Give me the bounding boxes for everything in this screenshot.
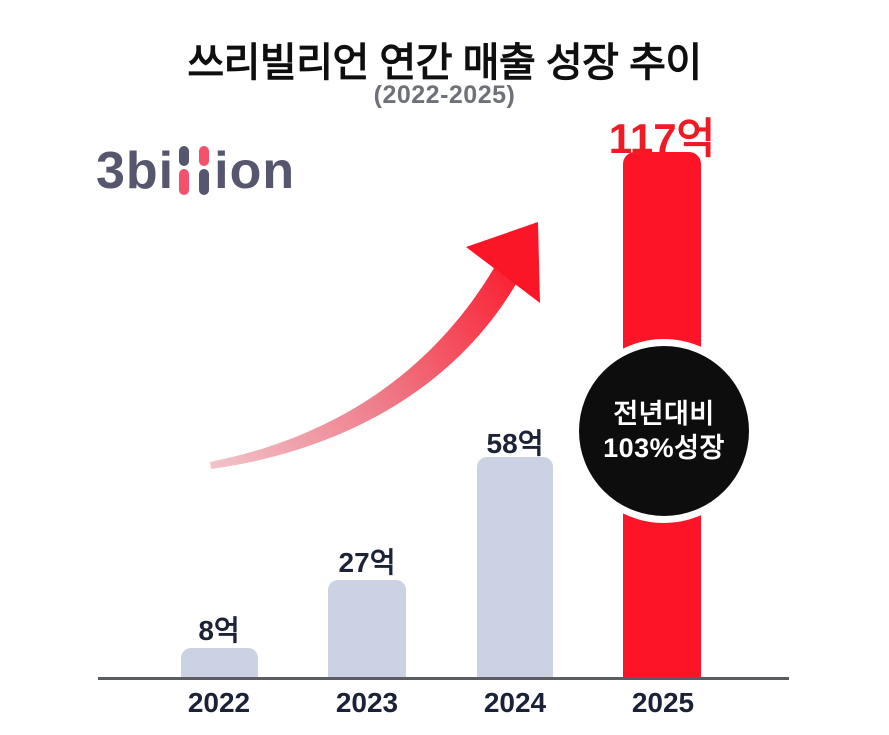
- chart-subtitle: (2022-2025): [373, 81, 516, 109]
- growth-badge: 전년대비 103%성장: [572, 339, 756, 523]
- 3billion-logo: 3bi ion: [96, 142, 296, 200]
- year-label-2025: 2025: [631, 687, 695, 718]
- year-label-2022: 2022: [187, 687, 251, 718]
- logo-text-right: ion: [214, 142, 296, 200]
- logo-letter-l2: [199, 146, 210, 195]
- logo-text-left: 3bi: [96, 142, 175, 200]
- bar-2023: [328, 580, 406, 678]
- bar-2024: [477, 457, 553, 678]
- value-label-2022: 8억: [198, 615, 240, 646]
- chart-title: 쓰리빌리언 연간 매출 성장 추이: [187, 41, 702, 85]
- logo-l2-top-segment: [199, 146, 210, 166]
- x-axis-line: [98, 677, 789, 680]
- logo-l1-top-segment: [179, 146, 190, 166]
- value-label-2024: 58억: [486, 428, 544, 459]
- year-label-2024: 2024: [483, 687, 547, 718]
- value-label-2023: 27억: [338, 547, 396, 578]
- logo-letter-l1: [179, 146, 190, 195]
- year-label-2023: 2023: [335, 687, 399, 718]
- logo-l1-bottom-segment: [179, 169, 190, 195]
- arrow-head: [466, 222, 540, 303]
- badge-line-2: 103%성장: [603, 433, 725, 463]
- logo-l2-bottom-segment: [199, 169, 210, 195]
- bar-2022: [181, 648, 258, 678]
- value-label-2025: 117억: [608, 115, 716, 162]
- badge-line-1: 전년대비: [613, 399, 715, 429]
